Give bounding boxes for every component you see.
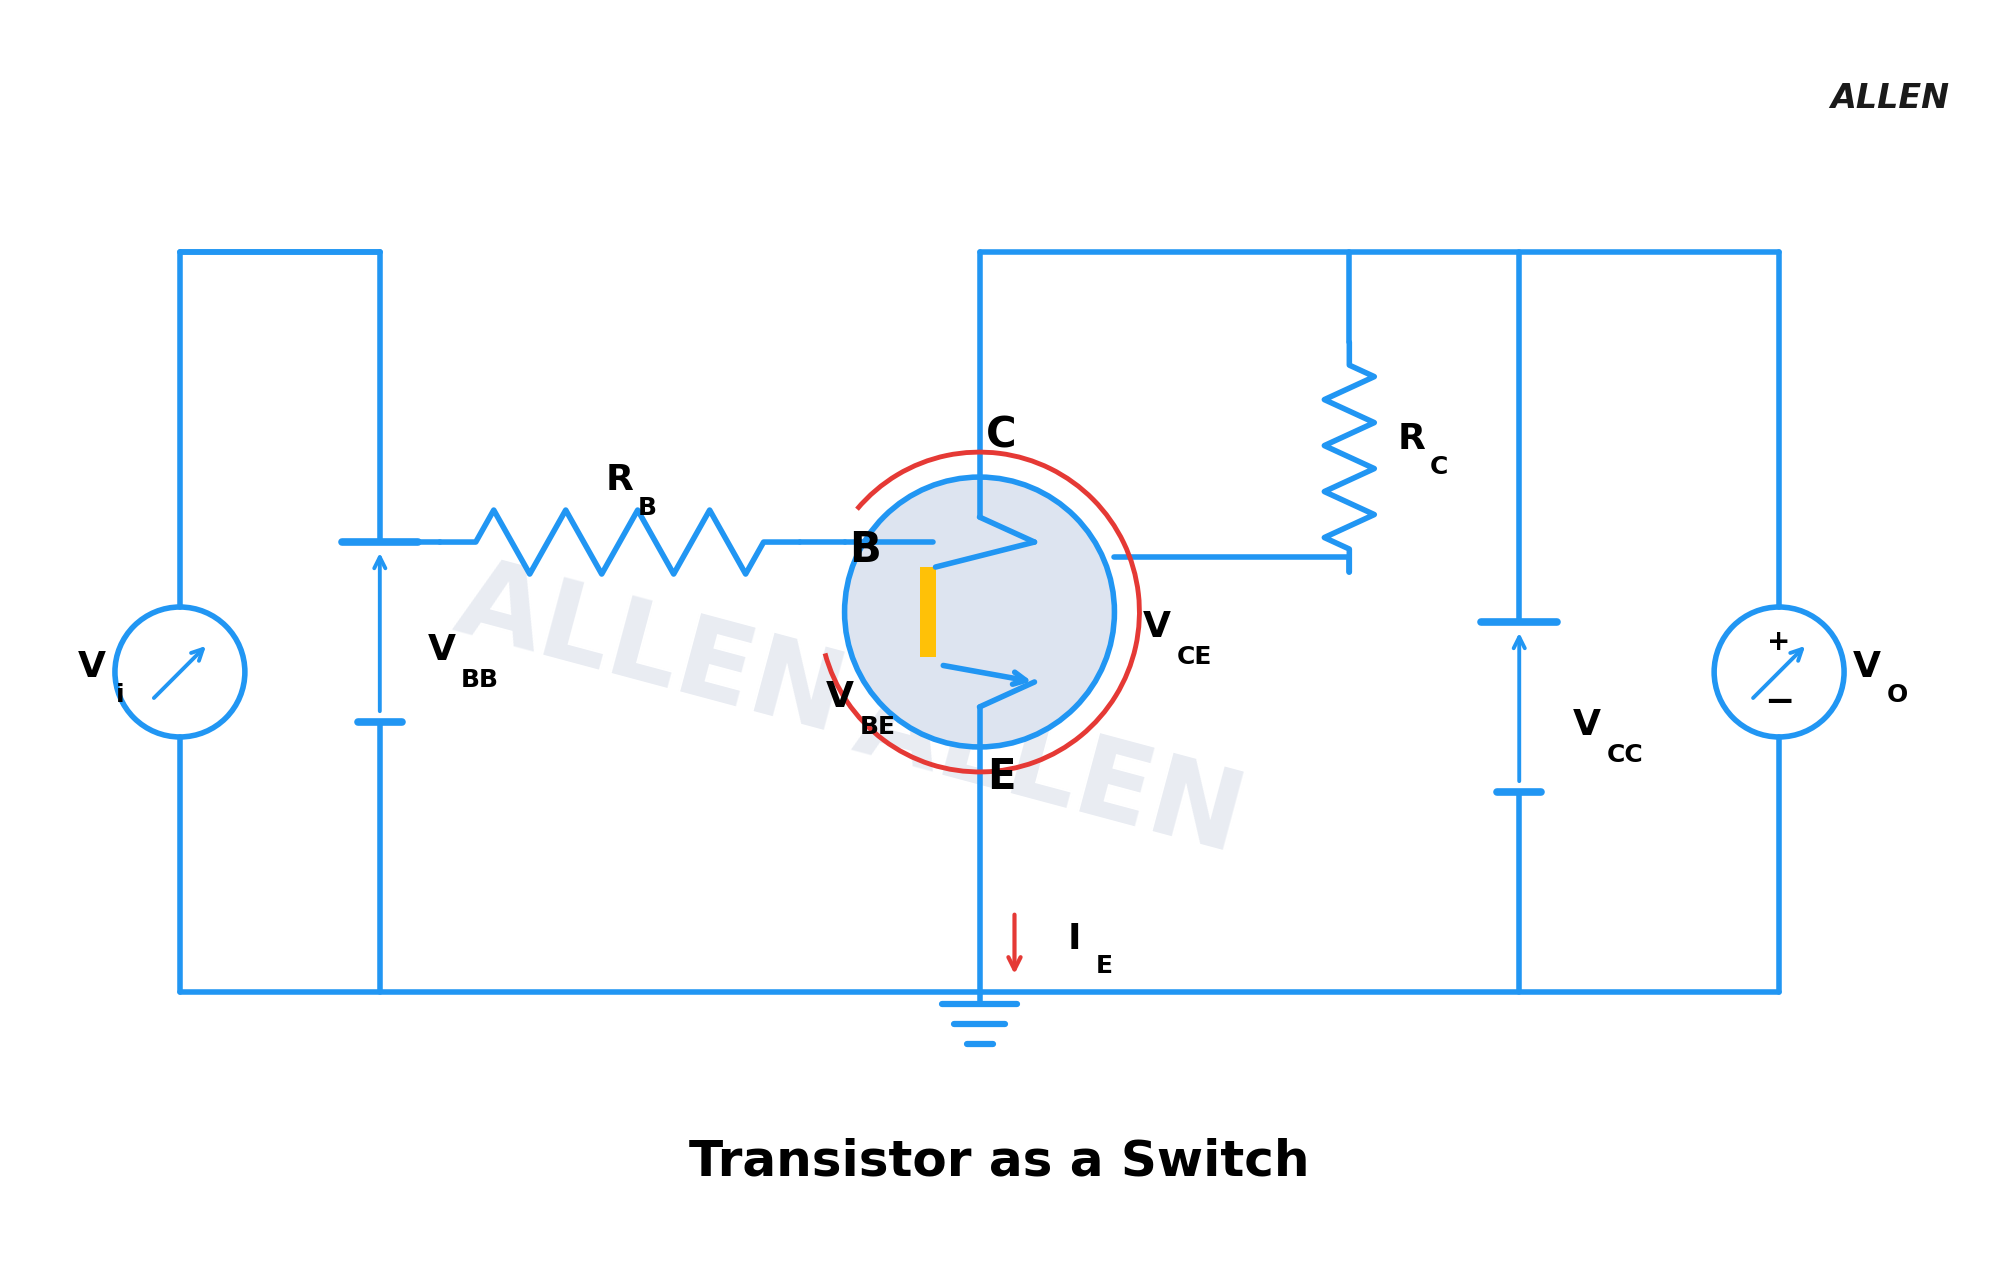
Text: B: B: [637, 496, 657, 520]
Text: E: E: [987, 756, 1015, 798]
Text: +: +: [1766, 628, 1790, 656]
Text: BB: BB: [460, 668, 500, 692]
Text: V: V: [78, 650, 106, 684]
Text: V: V: [1572, 709, 1600, 742]
Text: ALLEN: ALLEN: [444, 550, 855, 756]
Text: −: −: [1762, 684, 1794, 719]
Text: C: C: [1429, 455, 1449, 480]
Circle shape: [845, 477, 1115, 747]
Text: E: E: [1095, 954, 1113, 978]
Text: V: V: [1852, 650, 1880, 684]
Text: ALLEN: ALLEN: [843, 669, 1255, 875]
Text: V: V: [428, 633, 456, 667]
Text: CE: CE: [1177, 645, 1211, 669]
Text: C: C: [985, 415, 1017, 457]
Text: R: R: [605, 463, 633, 497]
Text: BE: BE: [859, 715, 895, 739]
Text: V: V: [1141, 611, 1171, 644]
Text: B: B: [849, 529, 879, 571]
Text: ALLEN: ALLEN: [1828, 83, 1948, 116]
Text: O: O: [1886, 683, 1906, 707]
Bar: [919, 567, 935, 658]
Text: V: V: [825, 681, 853, 714]
Text: CC: CC: [1606, 743, 1642, 767]
Text: R: R: [1397, 422, 1425, 457]
Text: i: i: [116, 683, 124, 707]
Text: I: I: [1067, 922, 1081, 957]
Text: Transistor as a Switch: Transistor as a Switch: [689, 1137, 1309, 1186]
